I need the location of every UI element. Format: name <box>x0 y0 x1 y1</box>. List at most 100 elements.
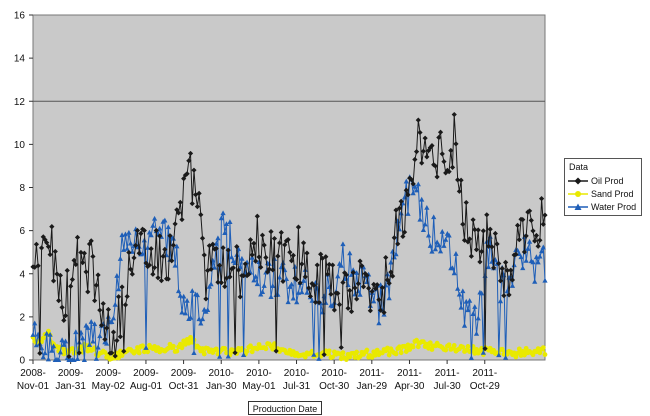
data-point <box>391 235 397 241</box>
data-point <box>45 243 52 250</box>
data-point <box>218 215 224 221</box>
data-point <box>350 269 356 276</box>
data-point <box>179 216 185 223</box>
data-point <box>446 232 452 238</box>
data-point <box>143 260 149 266</box>
data-point <box>489 244 495 250</box>
series-layer <box>30 111 548 362</box>
data-point <box>213 346 219 352</box>
data-point <box>381 309 387 316</box>
data-point <box>199 316 206 322</box>
data-point <box>40 335 46 341</box>
data-point <box>126 249 132 256</box>
data-point <box>151 264 158 271</box>
data-point <box>408 176 415 183</box>
data-point <box>439 228 445 234</box>
data-point <box>42 350 48 356</box>
data-point <box>80 335 86 341</box>
data-point <box>37 350 43 356</box>
data-point <box>32 320 38 326</box>
data-point <box>227 274 233 280</box>
data-point <box>47 251 53 258</box>
data-point <box>518 254 524 260</box>
data-point <box>491 265 497 271</box>
y-tick-label: 14 <box>14 54 26 65</box>
data-point <box>102 349 108 355</box>
data-point <box>162 246 168 253</box>
data-point <box>448 147 454 154</box>
data-point <box>467 236 473 242</box>
y-tick-label: 12 <box>14 97 26 108</box>
data-point <box>194 292 200 298</box>
y-tick-label: 2 <box>19 312 25 323</box>
data-point <box>468 355 474 360</box>
data-point <box>69 346 75 351</box>
data-point <box>241 273 247 279</box>
data-point <box>157 233 163 239</box>
data-point <box>475 227 481 233</box>
data-point <box>98 322 105 328</box>
data-point <box>354 349 360 355</box>
data-point <box>410 190 416 196</box>
data-point <box>241 352 247 358</box>
data-point <box>80 260 86 266</box>
y-tick-label: 16 <box>14 11 26 22</box>
data-point <box>148 232 154 238</box>
data-point <box>187 150 194 157</box>
data-point <box>523 233 529 239</box>
data-point <box>38 245 45 251</box>
data-point <box>369 288 375 295</box>
data-point <box>398 350 404 356</box>
data-point <box>104 325 110 331</box>
data-point <box>475 315 481 321</box>
data-point <box>57 349 63 355</box>
data-point <box>68 283 74 289</box>
data-point <box>133 242 139 248</box>
data-point <box>532 238 538 244</box>
data-point <box>172 221 178 227</box>
data-point <box>530 259 536 265</box>
data-point <box>227 219 233 225</box>
data-point <box>191 167 197 173</box>
legend-item-sand: Sand Prod <box>567 188 641 200</box>
legend-label-sand: Sand Prod <box>591 189 634 199</box>
data-point <box>429 347 435 352</box>
data-point <box>348 308 355 315</box>
data-point <box>124 246 130 251</box>
data-point <box>376 320 382 326</box>
data-point <box>160 253 166 259</box>
x-tick-label: Jan-31 <box>55 381 86 392</box>
data-point <box>350 267 356 273</box>
data-point <box>530 228 536 234</box>
data-point <box>210 241 216 247</box>
data-point <box>122 231 129 237</box>
data-point <box>422 221 428 227</box>
data-point <box>102 336 108 342</box>
data-point <box>294 299 300 305</box>
data-point <box>386 295 392 301</box>
data-point <box>205 267 211 274</box>
legend-label-oil: Oil Prod <box>591 176 624 186</box>
data-point <box>217 354 223 359</box>
data-point <box>388 259 394 265</box>
data-point <box>497 298 504 304</box>
data-point <box>140 343 145 349</box>
data-point <box>251 277 257 283</box>
data-point <box>446 169 452 175</box>
data-point <box>50 278 57 284</box>
x-tick-label: Apr-30 <box>394 381 424 392</box>
data-point <box>503 259 509 265</box>
data-point <box>311 351 317 357</box>
data-point <box>331 307 337 313</box>
data-point <box>533 232 540 239</box>
x-tick-label: 2008- <box>20 368 46 379</box>
data-point <box>264 269 271 275</box>
data-point <box>285 237 291 243</box>
data-point <box>59 337 65 343</box>
data-point <box>388 269 394 275</box>
data-point <box>330 262 336 268</box>
data-point <box>266 266 272 272</box>
data-point <box>347 287 353 294</box>
data-point <box>30 332 36 337</box>
data-point <box>150 271 156 277</box>
